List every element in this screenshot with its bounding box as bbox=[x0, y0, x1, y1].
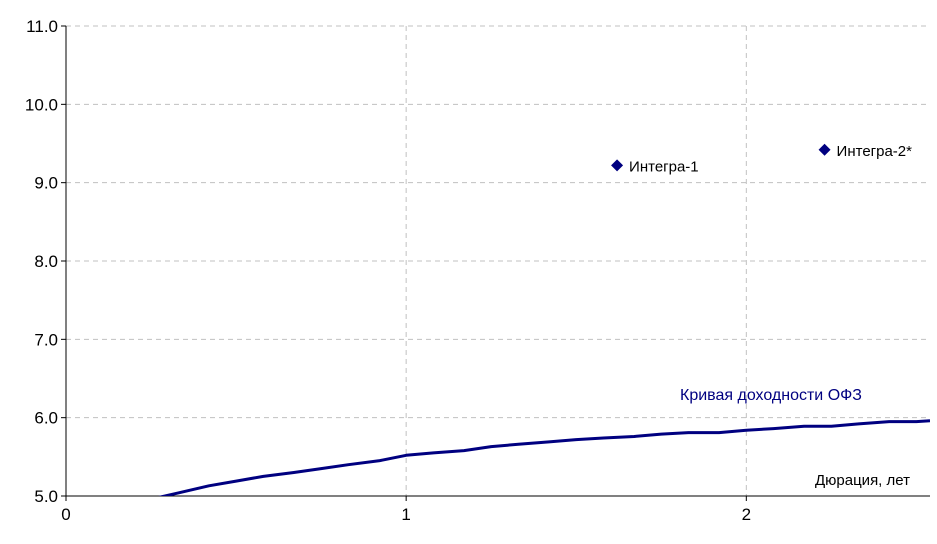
y-tick-label: 6.0 bbox=[34, 409, 58, 428]
x-axis-title: Дюрация, лет bbox=[815, 472, 910, 489]
bond-point-label: Интегра-2* bbox=[837, 143, 913, 160]
y-tick-label: 10.0 bbox=[25, 95, 58, 114]
x-tick-label: 2 bbox=[742, 505, 751, 524]
x-tick-label: 0 bbox=[61, 505, 70, 524]
yield-curve-line bbox=[158, 419, 930, 496]
bond-points-layer: Интегра-1 Интегра-2* bbox=[611, 143, 913, 175]
grid bbox=[66, 25, 930, 496]
curve-label: Кривая доходности ОФЗ bbox=[680, 387, 862, 404]
axes: 5.0 6.0 7.0 8.0 9.0 10.0 11.0 0 1 2 bbox=[25, 17, 930, 524]
bond-point-marker bbox=[818, 143, 831, 156]
x-tick-label: 1 bbox=[401, 505, 410, 524]
y-tick-label: 5.0 bbox=[34, 487, 58, 506]
bond-point-marker bbox=[611, 159, 624, 172]
y-tick-label: 7.0 bbox=[34, 330, 58, 349]
y-tick-label: 11.0 bbox=[26, 17, 58, 36]
bond-point-label: Интегра-1 bbox=[629, 158, 699, 175]
yield-curve-layer bbox=[158, 419, 930, 496]
y-tick-label: 9.0 bbox=[34, 174, 58, 193]
y-tick-label: 8.0 bbox=[34, 252, 58, 271]
